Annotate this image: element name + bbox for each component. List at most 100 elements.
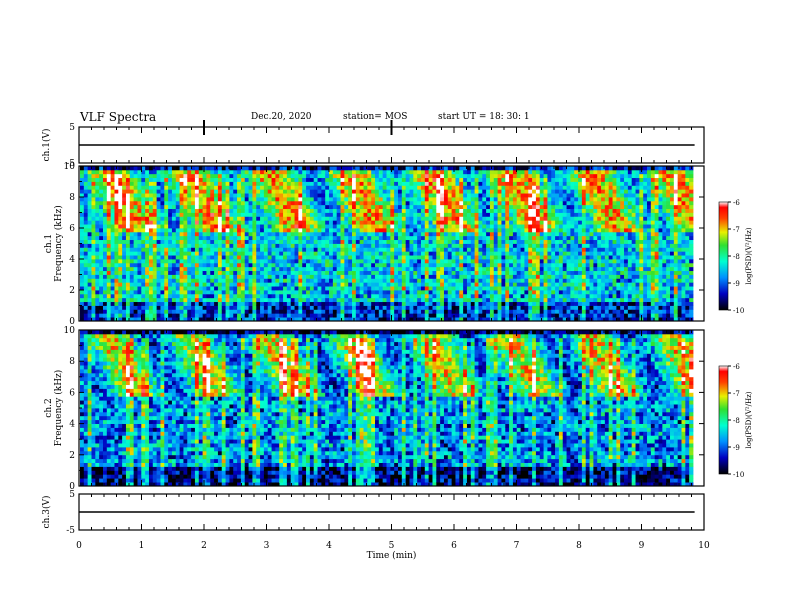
spectrogram-cell [516, 216, 521, 221]
spectrogram-cell [535, 193, 541, 198]
spectrogram-cell [252, 185, 257, 190]
spectrogram-cell [336, 317, 341, 322]
spectrogram-cell [141, 278, 146, 283]
spectrogram-cell [256, 197, 261, 202]
spectrogram-cell [202, 278, 207, 283]
spectrogram-cell [306, 189, 311, 194]
spectrogram-cell [306, 301, 311, 306]
spectrogram-cell [171, 313, 177, 318]
spectrogram-cell [164, 220, 169, 225]
spectrogram-cell [528, 297, 533, 303]
spectrogram-cell [455, 282, 460, 287]
spectrogram-cell [367, 278, 372, 283]
spectrogram-cell [486, 200, 491, 206]
spectrogram-cell [260, 200, 265, 206]
spectrogram-cell [294, 235, 299, 241]
spectrogram-cell [382, 193, 387, 198]
spectrogram-cell [417, 181, 422, 186]
spectrogram-cell [252, 189, 257, 194]
spectrogram-cell [470, 243, 476, 248]
spectrogram-cell [344, 208, 349, 213]
spectrogram-cell [336, 181, 341, 186]
spectrogram-cell [256, 278, 261, 283]
spectrogram-cell [244, 290, 249, 295]
spectrogram-cell [386, 293, 391, 299]
spectrogram-cell [363, 309, 368, 314]
spectrogram-cell [547, 290, 552, 295]
spectrogram-cell [221, 166, 226, 171]
spectrogram-cell [95, 309, 100, 314]
spectrogram-cell [325, 270, 330, 275]
spectrogram-cell [355, 270, 361, 275]
spectrogram-cell [240, 212, 246, 217]
spectrogram-cell [129, 309, 135, 314]
spectrogram-cell [175, 193, 181, 198]
spectrogram-cell [332, 247, 338, 252]
spectrogram-cell [225, 274, 230, 279]
spectrogram-cell [125, 270, 131, 275]
spectrogram-cell [129, 301, 135, 306]
spectrogram-cell [528, 224, 533, 229]
spectrogram-cell [279, 301, 284, 306]
spectrogram-cell [275, 204, 280, 210]
spectrogram-cell [160, 204, 165, 210]
spectrogram-cell [486, 239, 491, 244]
spectrogram-cell [436, 204, 441, 210]
spectrogram-cell [401, 286, 407, 291]
spectrogram-cell [233, 247, 238, 252]
spectrogram-cell [420, 262, 426, 268]
spectrogram-cell [118, 224, 123, 229]
spectrogram-cell [352, 208, 357, 213]
spectrogram-cell [355, 290, 361, 295]
spectrogram-cell [344, 204, 349, 210]
spectrogram-cell [375, 220, 380, 225]
spectrogram-cell [493, 274, 498, 279]
spectrogram-cell [367, 173, 372, 179]
spectrogram-cell [156, 262, 161, 268]
spectrogram-cell [240, 228, 246, 233]
spectrogram-cell [340, 197, 345, 202]
spectrogram-cell [171, 204, 177, 210]
spectrogram-cell [99, 235, 104, 241]
spectrogram-cell [535, 235, 541, 241]
spectrogram-cell [302, 270, 307, 275]
spectrogram-cell [221, 212, 226, 217]
spectrogram-cell [206, 177, 211, 182]
spectrogram-cell [340, 204, 345, 210]
spectrogram-cell [417, 309, 422, 314]
spectrogram-cell [516, 282, 521, 287]
spectrogram-cell [306, 239, 311, 244]
spectrogram-cell [390, 301, 395, 306]
spectrogram-cell [168, 259, 173, 264]
spectrogram-cell [344, 173, 349, 179]
spectrogram-cell [524, 212, 529, 217]
spectrogram-cell [440, 274, 445, 279]
spectrogram-cell [244, 193, 249, 198]
spectrogram-cell [125, 243, 131, 248]
spectrogram-cell [267, 235, 272, 241]
spectrogram-cell [237, 313, 242, 318]
spectrogram-cell [543, 239, 548, 244]
spectrogram-cell [260, 189, 265, 194]
spectrogram-cell [202, 247, 207, 252]
spectrogram-cell [363, 317, 368, 322]
spectrogram-cell [359, 259, 364, 264]
spectrogram-cell [168, 193, 173, 198]
spectrogram-cell [420, 259, 426, 264]
spectrogram-cell [321, 290, 326, 295]
spectrogram-cell [271, 293, 276, 299]
spectrogram-cell [397, 255, 403, 260]
spectrogram-cell [110, 259, 115, 264]
spectrogram-cell [233, 313, 238, 318]
spectrogram-cell [478, 181, 483, 186]
spectrogram-cell [240, 293, 246, 299]
spectrogram-cell [390, 297, 395, 303]
spectrogram-cell [141, 259, 146, 264]
spectrogram-cell [237, 282, 242, 287]
spectrogram-cell [294, 309, 299, 314]
spectrogram-cell [110, 189, 115, 194]
spectrogram-cell [248, 301, 253, 306]
spectrogram-cell [493, 251, 498, 256]
spectrogram-cell [524, 208, 529, 213]
spectrogram-cell [463, 173, 468, 179]
